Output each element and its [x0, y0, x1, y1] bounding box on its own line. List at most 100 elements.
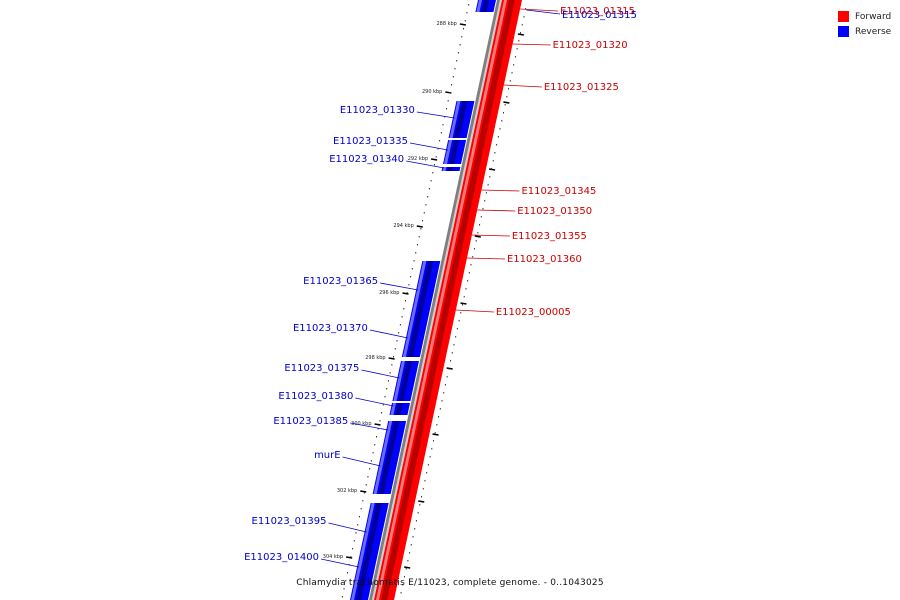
reverse-gene-leader [526, 9, 561, 15]
major-tick-right [446, 367, 453, 370]
minor-tick [430, 180, 432, 182]
forward-gene-leader [481, 189, 520, 192]
minor-tick [466, 12, 468, 14]
minor-tick-right [484, 200, 486, 202]
minor-tick [365, 484, 367, 486]
minor-tick-right [508, 88, 510, 90]
forward-gene-leader [455, 309, 494, 313]
reverse-gene-shade [481, 0, 489, 12]
minor-tick-right [414, 528, 416, 530]
minor-tick-right [451, 352, 453, 354]
minor-tick [374, 444, 376, 446]
minor-tick [464, 20, 466, 22]
reverse-gene-highlight [390, 403, 397, 415]
reverse-gene-shade [378, 432, 397, 494]
reverse-gene-leader [361, 369, 400, 379]
minor-tick-right [465, 288, 467, 290]
forward-gene-label: E11023_00005 [496, 307, 571, 318]
reverse-strand-track [350, 0, 496, 600]
minor-tick [372, 452, 374, 454]
minor-tick-right [494, 152, 496, 154]
minor-tick-right [485, 192, 487, 194]
reverse-gene-label: E11023_01315 [562, 10, 637, 21]
minor-tick-right [426, 472, 428, 474]
minor-tick [416, 244, 418, 246]
minor-tick-right [453, 344, 455, 346]
minor-tick-right [458, 320, 460, 322]
minor-tick-right [518, 40, 520, 42]
major-tick-right [503, 101, 510, 104]
reverse-gene-shade [363, 503, 382, 564]
minor-tick [369, 468, 371, 470]
minor-tick-right [417, 512, 419, 514]
minor-tick-right [511, 72, 513, 74]
reverse-gene-shade [391, 421, 400, 432]
minor-tick-right [412, 536, 414, 538]
minor-tick [439, 140, 441, 142]
minor-tick-right [475, 240, 477, 242]
minor-tick-right [497, 136, 499, 138]
reverse-gene-label: murE [314, 450, 341, 461]
reverse-gene-highlight [393, 361, 405, 401]
minor-tick [381, 412, 383, 414]
forward-gene-label: E11023_01355 [512, 231, 587, 242]
minor-tick [440, 132, 442, 134]
minor-tick [432, 172, 434, 174]
minor-tick-right [444, 384, 446, 386]
minor-tick [425, 204, 427, 206]
reverse-gene-label: E11023_01375 [284, 363, 359, 374]
minor-tick [406, 292, 408, 294]
minor-tick-right [446, 376, 448, 378]
minor-tick-right [409, 552, 411, 554]
reverse-gene-leader [342, 456, 381, 467]
minor-tick-right [489, 176, 491, 178]
minor-tick-right [506, 96, 508, 98]
reverse-gene-leader [369, 329, 408, 339]
forward-gene-label: E11023_01315 [560, 6, 635, 17]
minor-tick [445, 108, 447, 110]
minor-tick [437, 148, 439, 150]
minor-tick [403, 308, 405, 310]
forward-gene-label: E11023_01325 [544, 82, 619, 93]
reverse-swatch [838, 26, 849, 37]
reverse-gene-leader [328, 522, 367, 533]
minor-tick [405, 300, 406, 302]
backbone-line [368, 0, 501, 600]
minor-tick [449, 92, 451, 94]
reverse-gene-shade [449, 140, 460, 164]
minor-tick [353, 540, 355, 542]
forward-strand-track [373, 0, 522, 600]
reverse-gene-leader [350, 422, 389, 431]
major-tick [430, 158, 438, 161]
minor-tick [350, 556, 352, 558]
reverse-gene-leader [355, 397, 394, 407]
minor-tick [452, 76, 454, 78]
minor-tick-right [410, 544, 412, 546]
reverse-gene-shade [454, 101, 468, 138]
tick-label: 304 kbp [323, 554, 343, 560]
minor-tick [408, 284, 410, 286]
minor-tick [442, 124, 444, 126]
backbone-highlight [371, 0, 503, 600]
reverse-gene-shade [414, 261, 434, 326]
minor-tick-right [470, 264, 472, 266]
minor-tick-right [422, 488, 424, 490]
minor-tick-right [424, 480, 426, 482]
major-tick-right [488, 168, 496, 171]
major-tick [445, 91, 452, 94]
minor-tick-right [499, 128, 501, 130]
major-tick-right [418, 500, 425, 503]
minor-tick-right [419, 504, 421, 506]
minor-tick-right [482, 208, 484, 210]
reverse-gene-label: E11023_01385 [273, 416, 348, 427]
minor-tick [364, 492, 366, 494]
major-tick [402, 292, 409, 295]
minor-tick-right [502, 112, 504, 114]
minor-tick [427, 196, 429, 198]
forward-gene-label: E11023_01360 [507, 254, 582, 265]
reverse-gene-leader [409, 142, 449, 151]
minor-tick-right [431, 448, 433, 450]
minor-tick-right [509, 80, 511, 82]
tick-label: 294 kbp [393, 223, 413, 229]
